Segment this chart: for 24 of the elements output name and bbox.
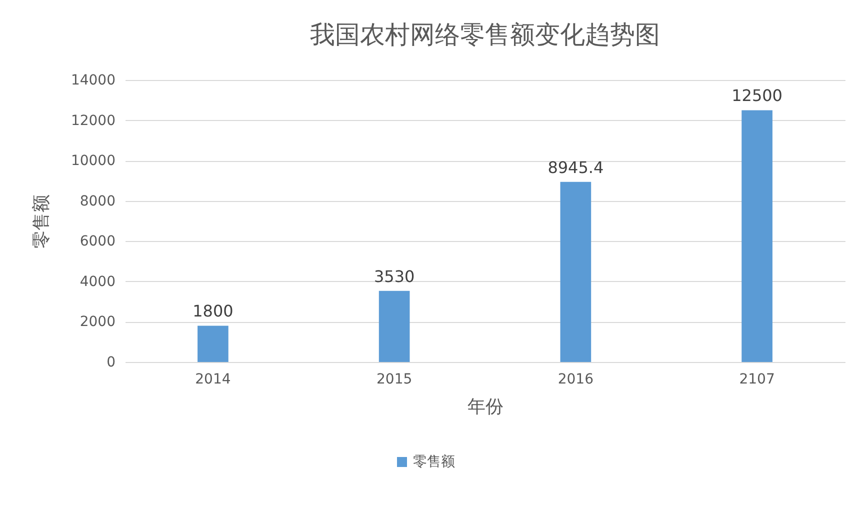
y-tick-label: 6000 <box>80 234 116 250</box>
y-axis-title: 零售额 <box>30 194 52 248</box>
x-tick-label: 2015 <box>376 372 412 388</box>
y-tick-label: 4000 <box>80 274 116 290</box>
bar <box>378 290 410 362</box>
y-tick-label: 10000 <box>70 153 116 170</box>
x-tick-label: 2014 <box>195 372 231 388</box>
bar <box>198 326 228 362</box>
y-tick-label: 8000 <box>80 193 116 210</box>
data-label: 1800 <box>192 302 234 321</box>
data-label: 3530 <box>374 266 415 286</box>
legend-label: 零售额 <box>413 454 455 470</box>
x-tick-label: 2107 <box>739 372 775 388</box>
y-tick-label: 12000 <box>70 112 116 129</box>
chart-title: 我国农村网络零售额变化趋势图 <box>310 20 660 49</box>
y-tick-label: 14000 <box>70 72 116 88</box>
bar <box>742 110 772 362</box>
x-axis-title: 年份 <box>468 396 504 418</box>
y-tick-label: 2000 <box>80 314 116 330</box>
data-label: 8945.4 <box>548 158 604 177</box>
bar <box>560 182 592 362</box>
x-tick-label: 2016 <box>558 372 594 388</box>
data-label: 12500 <box>732 86 782 106</box>
y-tick-label: 0 <box>106 354 116 370</box>
